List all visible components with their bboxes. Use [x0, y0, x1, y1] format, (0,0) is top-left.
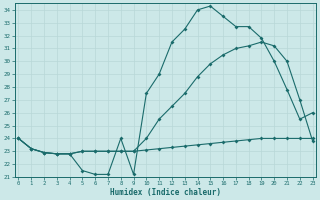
X-axis label: Humidex (Indice chaleur): Humidex (Indice chaleur) [110, 188, 221, 197]
